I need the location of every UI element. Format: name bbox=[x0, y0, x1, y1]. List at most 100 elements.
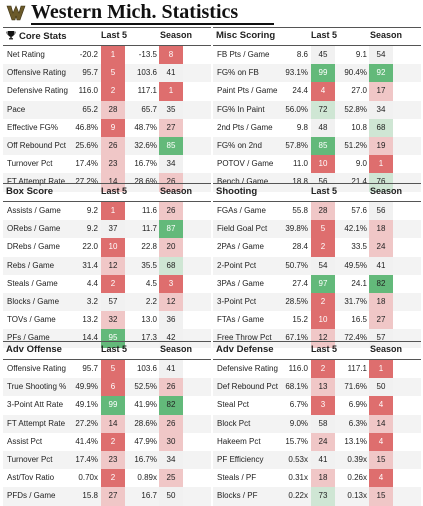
season-value: 16.7% bbox=[134, 159, 157, 169]
stat-label: Steal Pct bbox=[217, 400, 250, 410]
last5-value: 95.7 bbox=[82, 68, 98, 78]
season-value: 27.0 bbox=[351, 86, 367, 96]
stat-row: Ast/Tov Ratio 0.70x 2 0.89x 25 bbox=[3, 469, 211, 488]
season-value: 13.1% bbox=[344, 436, 367, 446]
stat-row: 3PAs / Game 27.4 97 24.1 82 bbox=[213, 274, 421, 293]
last5-value: 22.0 bbox=[82, 242, 98, 252]
stat-label: FB Pts / Game bbox=[217, 50, 270, 59]
last5-rank: 99 bbox=[101, 396, 125, 415]
stat-row: Defensive Rating 116.0 2 117.1 1 bbox=[3, 82, 211, 101]
season-rank: 4 bbox=[369, 432, 393, 451]
season-value: 16.5 bbox=[351, 315, 367, 325]
page-title: Western Mich. Statistics bbox=[31, 1, 239, 23]
season-value: 17.3 bbox=[141, 333, 157, 343]
stat-label: Steals / Game bbox=[7, 278, 58, 288]
last5-rank: 2 bbox=[101, 469, 125, 488]
panel-header: Shooting Last 5 Season bbox=[213, 184, 421, 202]
season-rank: 4 bbox=[369, 469, 393, 488]
season-value: 28.6% bbox=[134, 418, 157, 428]
last5-value: 9.2 bbox=[86, 206, 98, 215]
stat-label: Off Rebound Pct bbox=[7, 140, 66, 150]
column-header-season: Season bbox=[370, 30, 403, 40]
season-value: 103.6 bbox=[136, 364, 157, 373]
stat-label: FT Attempt Rate bbox=[7, 177, 66, 187]
last5-rank: 57 bbox=[101, 292, 125, 312]
last5-rank: 14 bbox=[101, 414, 125, 433]
season-value: 33.5 bbox=[351, 242, 367, 252]
stat-label: Rebs / Game bbox=[7, 260, 55, 270]
last5-rank: 28 bbox=[311, 202, 335, 221]
last5-value: -20.2 bbox=[79, 50, 98, 59]
last5-rank: 99 bbox=[311, 64, 335, 83]
stat-label: Offensive Rating bbox=[7, 364, 66, 373]
last5-value: 46.8% bbox=[75, 122, 98, 132]
stat-label: POTOV / Game bbox=[217, 159, 274, 169]
stat-row: 2nd Pts / Game 9.8 48 10.8 68 bbox=[213, 118, 421, 137]
stat-row: Offensive Rating 95.7 5 103.6 41 bbox=[3, 360, 211, 379]
panel-title: Adv Offense bbox=[6, 344, 62, 355]
stat-label: FGAs / Game bbox=[217, 206, 266, 215]
stat-row: Bench / Game 18.8 56 21.4 76 bbox=[213, 173, 421, 192]
season-value: 32.6% bbox=[134, 140, 157, 150]
stat-row: PF Efficiency 0.53x 41 0.39x 15 bbox=[213, 450, 421, 470]
last5-rank: 18 bbox=[311, 469, 335, 488]
season-rank: 12 bbox=[159, 292, 183, 312]
column-header-last5: Last 5 bbox=[311, 30, 338, 40]
stat-label: Paint Pts / Game bbox=[217, 86, 278, 96]
column-header-last5: Last 5 bbox=[101, 344, 128, 354]
season-rank: 27 bbox=[369, 311, 393, 330]
season-value: 13.0 bbox=[141, 315, 157, 325]
stat-row: Turnover Pct 17.4% 23 16.7% 34 bbox=[3, 155, 211, 174]
stat-row: Steals / PF 0.31x 18 0.26x 4 bbox=[213, 469, 421, 488]
season-value: 24.1 bbox=[351, 278, 367, 288]
stat-row: 3-Point Att Rate 49.1% 99 41.9% 82 bbox=[3, 396, 211, 415]
last5-value: 6.7% bbox=[289, 400, 308, 410]
stat-label: DRebs / Game bbox=[7, 242, 60, 252]
season-rank: 25 bbox=[159, 469, 183, 488]
season-rank: 1 bbox=[369, 360, 393, 379]
season-value: 10.8 bbox=[351, 122, 367, 132]
stat-label: 2nd Pts / Game bbox=[217, 122, 273, 132]
season-value: 57.6 bbox=[351, 206, 367, 215]
panel-box-score: Box Score Last 5 Season Assists / Game 9.2 1 1… bbox=[3, 183, 211, 348]
stat-label: Turnover Pct bbox=[7, 454, 53, 464]
season-value: -13.5 bbox=[138, 50, 157, 59]
season-value: 0.13x bbox=[347, 491, 367, 501]
season-rank: 15 bbox=[369, 487, 393, 506]
panel-header: Core Stats Last 5 Season bbox=[3, 28, 211, 46]
stat-row: Assist Pct 41.4% 2 47.9% 30 bbox=[3, 432, 211, 451]
stat-row: Net Rating -20.2 1 -13.5 8 bbox=[3, 46, 211, 65]
season-value: 11.6 bbox=[142, 206, 157, 215]
last5-value: 116.0 bbox=[288, 364, 308, 373]
stat-row: FT Attempt Rate 27.2% 14 28.6% 26 bbox=[3, 173, 211, 192]
season-value: 11.7 bbox=[142, 224, 157, 234]
last5-rank: 12 bbox=[101, 256, 125, 275]
stat-label: 2-Point Pct bbox=[217, 260, 257, 270]
last5-rank: 72 bbox=[311, 100, 335, 119]
last5-rank: 23 bbox=[101, 155, 125, 174]
stat-label: Assist Pct bbox=[7, 436, 43, 446]
stat-row: Def Rebound Pct 68.1% 13 71.6% 50 bbox=[213, 378, 421, 397]
season-value: 28.6% bbox=[134, 177, 157, 187]
stat-row: Hakeem Pct 15.7% 24 13.1% 4 bbox=[213, 432, 421, 451]
column-header-last5: Last 5 bbox=[101, 30, 128, 40]
trophy-icon bbox=[6, 31, 16, 40]
season-rank: 1 bbox=[159, 82, 183, 101]
season-rank: 8 bbox=[159, 46, 183, 65]
stat-row: FG% on FB 93.1% 99 90.4% 92 bbox=[213, 64, 421, 83]
season-rank: 41 bbox=[159, 360, 183, 379]
last5-rank: 10 bbox=[311, 155, 335, 174]
last5-rank: 12 bbox=[311, 329, 335, 348]
season-value: 65.7 bbox=[141, 104, 157, 114]
last5-rank: 2 bbox=[311, 360, 335, 379]
stat-label: PFs / Game bbox=[7, 333, 50, 343]
last5-rank: 5 bbox=[101, 360, 125, 379]
season-rank: 54 bbox=[369, 46, 393, 65]
stat-label: FG% on 2nd bbox=[217, 140, 262, 150]
last5-rank: 54 bbox=[311, 256, 335, 275]
stat-row: Offensive Rating 95.7 5 103.6 41 bbox=[3, 64, 211, 83]
season-rank: 41 bbox=[159, 64, 183, 83]
last5-value: 56.0% bbox=[285, 104, 308, 114]
last5-rank: 5 bbox=[101, 64, 125, 83]
stat-label: FG% on FB bbox=[217, 68, 259, 78]
